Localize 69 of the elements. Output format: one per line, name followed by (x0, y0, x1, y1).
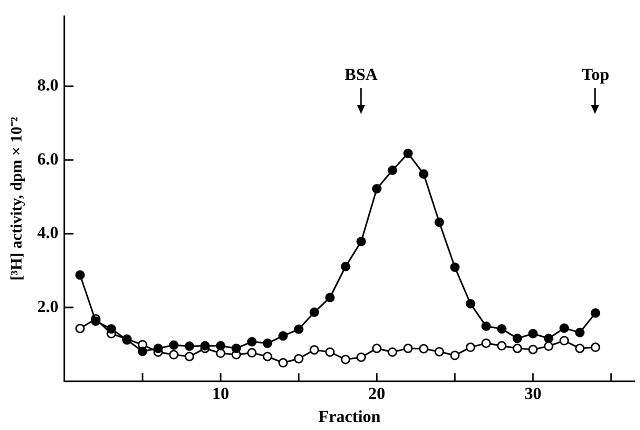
point (372, 184, 382, 194)
point (356, 236, 366, 246)
point (418, 169, 428, 179)
point (75, 324, 85, 334)
y-tick-label: 8.0 (37, 76, 58, 95)
point (466, 342, 476, 352)
point (450, 350, 460, 360)
x-tick-label: 20 (368, 384, 386, 403)
point (325, 292, 335, 302)
point (294, 324, 304, 334)
point (231, 344, 241, 354)
y-tick-label: 4.0 (37, 223, 58, 242)
point (184, 341, 194, 351)
y-tick-label: 6.0 (37, 149, 58, 168)
point (575, 344, 585, 354)
point (294, 354, 304, 364)
point (372, 344, 382, 354)
point (466, 299, 476, 309)
point (247, 337, 257, 346)
point (450, 262, 460, 272)
x-tick-label: 30 (524, 384, 542, 403)
point (153, 344, 163, 354)
point (590, 342, 600, 352)
point (325, 347, 335, 357)
point (544, 341, 554, 351)
annotation: Top (582, 65, 610, 84)
point (528, 344, 538, 354)
point (434, 346, 444, 356)
point (200, 341, 210, 351)
point (528, 328, 538, 338)
point (559, 323, 569, 333)
x-tick-label: 10 (212, 384, 230, 403)
point (512, 344, 522, 354)
point (434, 218, 444, 228)
point (388, 166, 398, 176)
point (169, 350, 179, 360)
point (169, 340, 179, 350)
annotation: BSA (344, 65, 378, 84)
point (247, 348, 257, 358)
point (418, 344, 428, 354)
point (544, 334, 554, 344)
point (310, 345, 320, 355)
point (497, 341, 506, 351)
point (403, 344, 413, 354)
point (340, 262, 350, 272)
point (575, 328, 585, 338)
point (138, 346, 148, 356)
point (310, 308, 320, 318)
point (481, 322, 491, 332)
point (75, 270, 85, 280)
point (278, 358, 288, 368)
point (590, 308, 600, 318)
point (216, 341, 226, 351)
point (340, 354, 350, 364)
point (356, 352, 366, 362)
point (278, 331, 288, 341)
point (403, 148, 413, 158)
y-axis-title: [³H] activity, dpm × 10⁻² (8, 116, 26, 281)
point (512, 334, 522, 344)
point (262, 338, 272, 348)
point (262, 352, 272, 362)
point (106, 324, 116, 334)
y-tick-label: 2.0 (37, 296, 58, 316)
x-axis-title: Fraction (318, 407, 382, 426)
point (388, 347, 398, 357)
point (184, 352, 194, 362)
point (497, 324, 506, 334)
point (481, 338, 491, 348)
point (559, 336, 569, 346)
